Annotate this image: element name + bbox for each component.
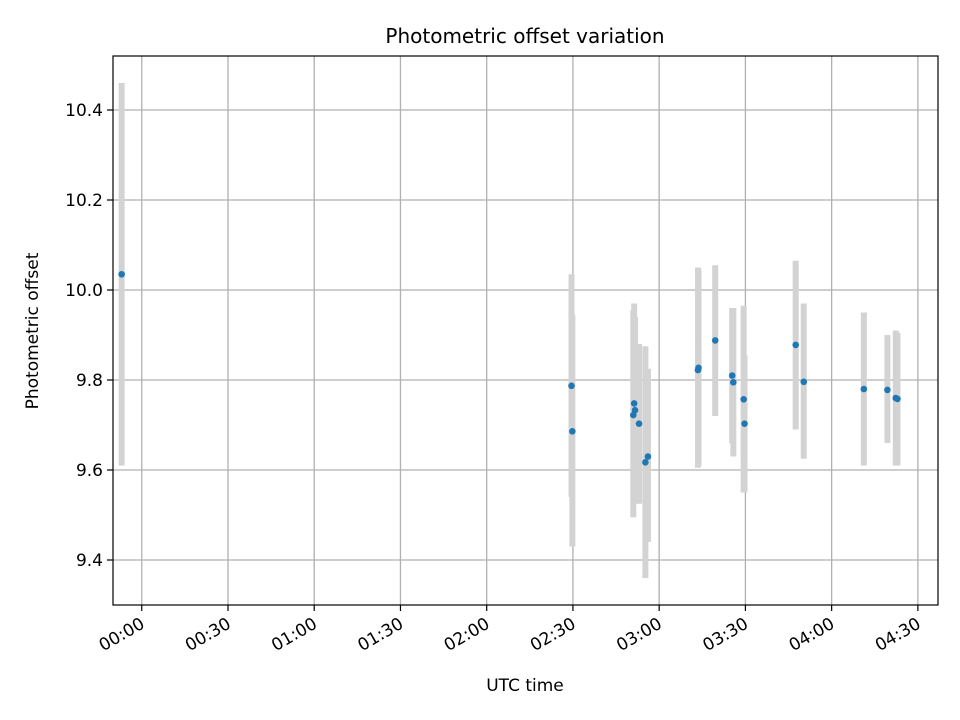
data-point <box>884 386 891 394</box>
x-tick-label: 01:30 <box>355 614 407 656</box>
x-tick-label: 04:00 <box>786 614 838 656</box>
x-axis-ticks: 00:00 00:30 01:00 01:30 02:00 02:30 03:00 03:30… <box>96 605 924 656</box>
x-tick-label: 00:00 <box>96 614 148 656</box>
data-point <box>730 378 737 386</box>
x-tick-label: 01:00 <box>268 614 320 656</box>
data-point <box>894 395 901 403</box>
data-point <box>860 385 868 393</box>
x-tick-label: 04:30 <box>872 614 924 656</box>
data-point <box>635 420 643 427</box>
data-point <box>631 406 639 414</box>
y-axis-label: Photometric offset <box>23 252 43 409</box>
data-point <box>740 396 747 403</box>
data-point <box>118 270 125 278</box>
data-point <box>642 459 649 466</box>
x-tick-label: 03:00 <box>613 614 665 656</box>
x-tick-label: 03:30 <box>699 614 751 656</box>
y-tick-label: 9.6 <box>76 461 103 481</box>
data-point <box>728 372 736 379</box>
data-point <box>695 364 702 372</box>
data-point <box>792 341 800 349</box>
x-tick-label: 02:30 <box>527 614 579 656</box>
chart-title: Photometric offset variation <box>385 24 664 48</box>
data-point <box>630 400 638 407</box>
x-tick-label: 02:00 <box>441 614 493 656</box>
grid <box>113 56 938 605</box>
y-tick-label: 10.0 <box>65 281 103 301</box>
data-points <box>118 270 901 466</box>
data-point <box>569 428 576 435</box>
y-axis-ticks: 9.4 9.6 9.8 10.0 10.2 10.4 <box>65 101 113 571</box>
y-tick-label: 9.8 <box>76 371 103 391</box>
y-tick-label: 10.4 <box>65 101 103 121</box>
error-bars <box>118 83 901 578</box>
data-point <box>644 453 652 460</box>
data-point <box>568 382 575 390</box>
plot-frame <box>112 55 939 606</box>
data-point <box>741 420 748 427</box>
x-axis-label: UTC time <box>486 676 564 696</box>
data-point <box>629 411 637 419</box>
y-tick-label: 9.4 <box>76 551 103 571</box>
x-tick-label: 00:30 <box>182 614 234 656</box>
y-tick-label: 10.2 <box>65 191 103 211</box>
data-point <box>711 337 719 344</box>
data-point <box>800 378 808 386</box>
